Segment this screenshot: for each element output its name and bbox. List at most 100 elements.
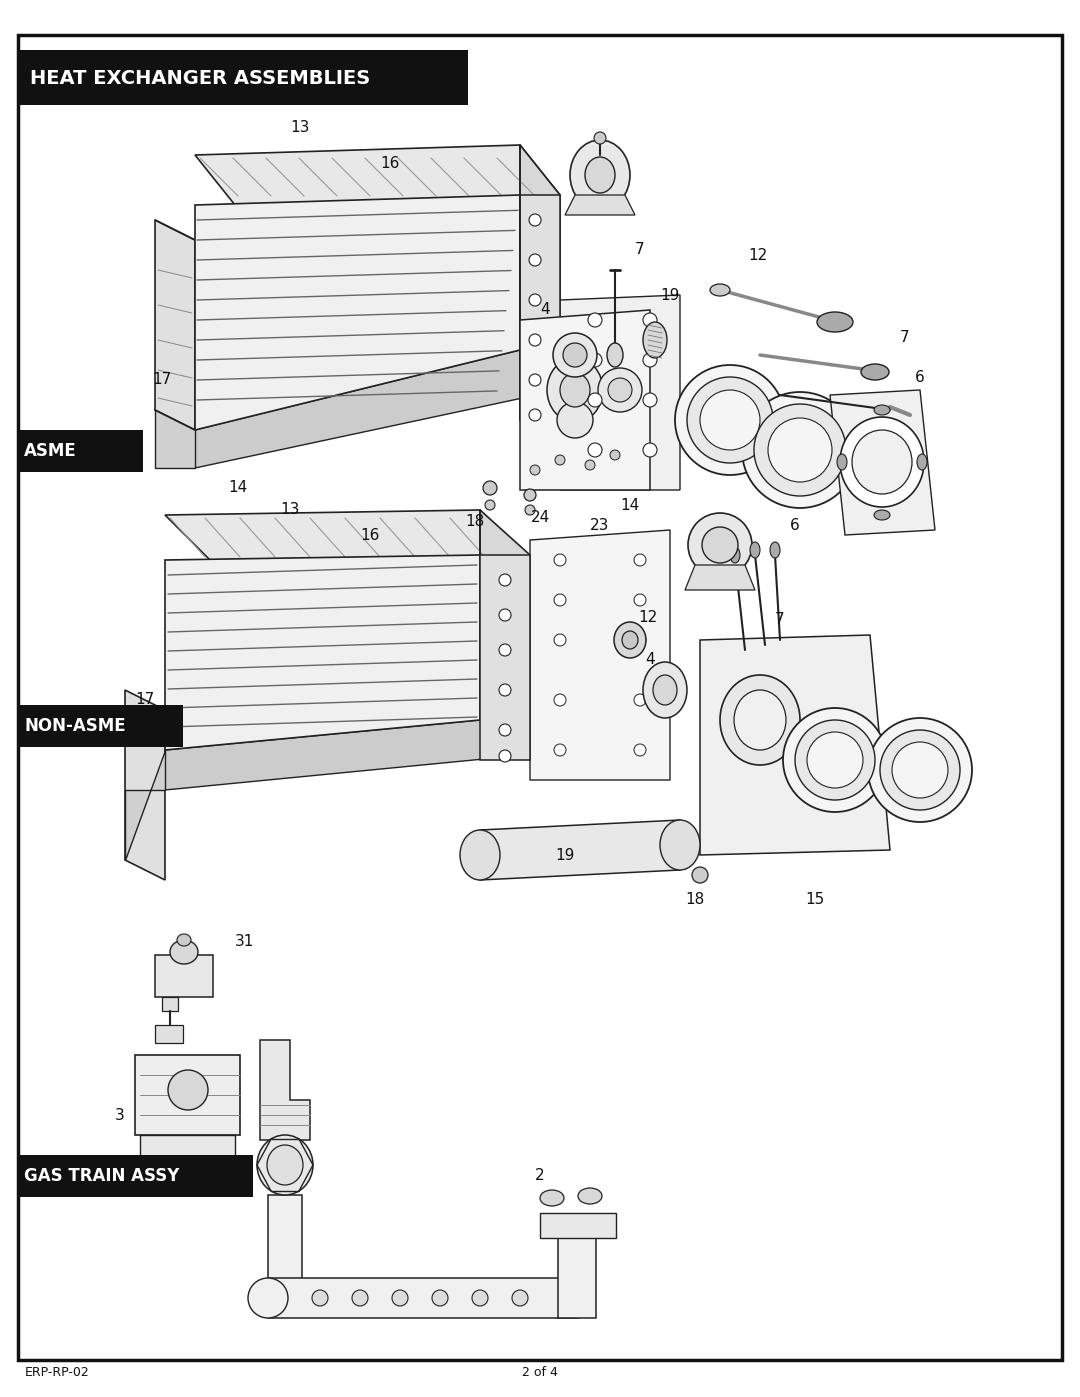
Ellipse shape: [634, 694, 646, 705]
Polygon shape: [480, 510, 530, 731]
Text: 13: 13: [281, 503, 299, 517]
Ellipse shape: [730, 548, 740, 563]
Ellipse shape: [622, 631, 638, 650]
Ellipse shape: [170, 940, 198, 964]
Ellipse shape: [554, 694, 566, 705]
Ellipse shape: [432, 1289, 448, 1306]
Ellipse shape: [852, 430, 912, 495]
Ellipse shape: [585, 460, 595, 469]
Ellipse shape: [770, 542, 780, 557]
Ellipse shape: [643, 321, 667, 358]
Ellipse shape: [754, 404, 846, 496]
Polygon shape: [195, 351, 561, 468]
Text: 2 of 4: 2 of 4: [522, 1365, 558, 1379]
Polygon shape: [165, 555, 480, 750]
Ellipse shape: [499, 685, 511, 696]
Ellipse shape: [700, 390, 760, 450]
Text: 18: 18: [465, 514, 485, 529]
Text: 24: 24: [530, 510, 550, 525]
Text: 6: 6: [915, 370, 924, 386]
Text: GAS TRAIN ASSY: GAS TRAIN ASSY: [24, 1166, 179, 1185]
Ellipse shape: [634, 594, 646, 606]
Ellipse shape: [861, 365, 889, 380]
Polygon shape: [195, 196, 519, 430]
Ellipse shape: [554, 745, 566, 756]
Ellipse shape: [529, 293, 541, 306]
Text: 19: 19: [555, 848, 575, 862]
Polygon shape: [165, 719, 525, 789]
Polygon shape: [156, 409, 195, 468]
Ellipse shape: [688, 513, 752, 577]
Ellipse shape: [634, 745, 646, 756]
Ellipse shape: [594, 131, 606, 144]
Ellipse shape: [585, 156, 615, 193]
Ellipse shape: [868, 718, 972, 821]
Ellipse shape: [607, 344, 623, 367]
Bar: [18, 50, 468, 105]
Ellipse shape: [720, 675, 800, 766]
Ellipse shape: [530, 465, 540, 475]
Ellipse shape: [643, 353, 657, 367]
Text: 14: 14: [228, 481, 247, 496]
Ellipse shape: [554, 555, 566, 566]
Text: 4: 4: [645, 652, 654, 668]
Ellipse shape: [499, 644, 511, 657]
Ellipse shape: [168, 1070, 208, 1111]
Ellipse shape: [512, 1289, 528, 1306]
Text: 2: 2: [536, 1168, 544, 1182]
Text: 19: 19: [660, 288, 679, 303]
Polygon shape: [831, 390, 935, 535]
Ellipse shape: [874, 405, 890, 415]
Ellipse shape: [783, 708, 887, 812]
Ellipse shape: [392, 1289, 408, 1306]
Ellipse shape: [312, 1289, 328, 1306]
Ellipse shape: [529, 409, 541, 420]
Bar: [156, 1025, 183, 1044]
Ellipse shape: [499, 724, 511, 736]
Ellipse shape: [499, 609, 511, 622]
Text: ERP-RP-02: ERP-RP-02: [25, 1365, 90, 1379]
Ellipse shape: [499, 574, 511, 585]
Ellipse shape: [553, 332, 597, 377]
Ellipse shape: [557, 402, 593, 439]
Text: 4: 4: [540, 303, 550, 317]
Ellipse shape: [734, 690, 786, 750]
Text: ASME: ASME: [24, 441, 77, 460]
Ellipse shape: [352, 1289, 368, 1306]
Ellipse shape: [499, 750, 511, 761]
Ellipse shape: [588, 313, 602, 327]
Polygon shape: [565, 196, 635, 215]
Ellipse shape: [267, 1146, 303, 1185]
Text: 17: 17: [135, 693, 154, 707]
Ellipse shape: [634, 555, 646, 566]
Ellipse shape: [578, 1187, 602, 1204]
Ellipse shape: [840, 416, 924, 507]
Ellipse shape: [588, 393, 602, 407]
Polygon shape: [519, 145, 561, 390]
Ellipse shape: [588, 353, 602, 367]
Text: 15: 15: [806, 893, 825, 908]
Ellipse shape: [460, 830, 500, 880]
Polygon shape: [156, 219, 195, 430]
Bar: [18, 1155, 253, 1197]
Bar: [558, 1218, 596, 1317]
Ellipse shape: [483, 481, 497, 495]
Ellipse shape: [742, 393, 858, 509]
Ellipse shape: [880, 731, 960, 810]
Ellipse shape: [643, 393, 657, 407]
Text: 14: 14: [620, 499, 639, 514]
Ellipse shape: [257, 1134, 313, 1194]
Ellipse shape: [750, 542, 760, 557]
Ellipse shape: [615, 622, 646, 658]
Polygon shape: [685, 564, 755, 590]
Ellipse shape: [702, 527, 738, 563]
Ellipse shape: [892, 742, 948, 798]
Text: 18: 18: [686, 893, 704, 908]
Polygon shape: [125, 750, 165, 861]
Polygon shape: [195, 145, 561, 205]
Ellipse shape: [795, 719, 875, 800]
Polygon shape: [519, 196, 561, 420]
Ellipse shape: [524, 489, 536, 502]
Ellipse shape: [555, 455, 565, 465]
Polygon shape: [519, 310, 650, 490]
